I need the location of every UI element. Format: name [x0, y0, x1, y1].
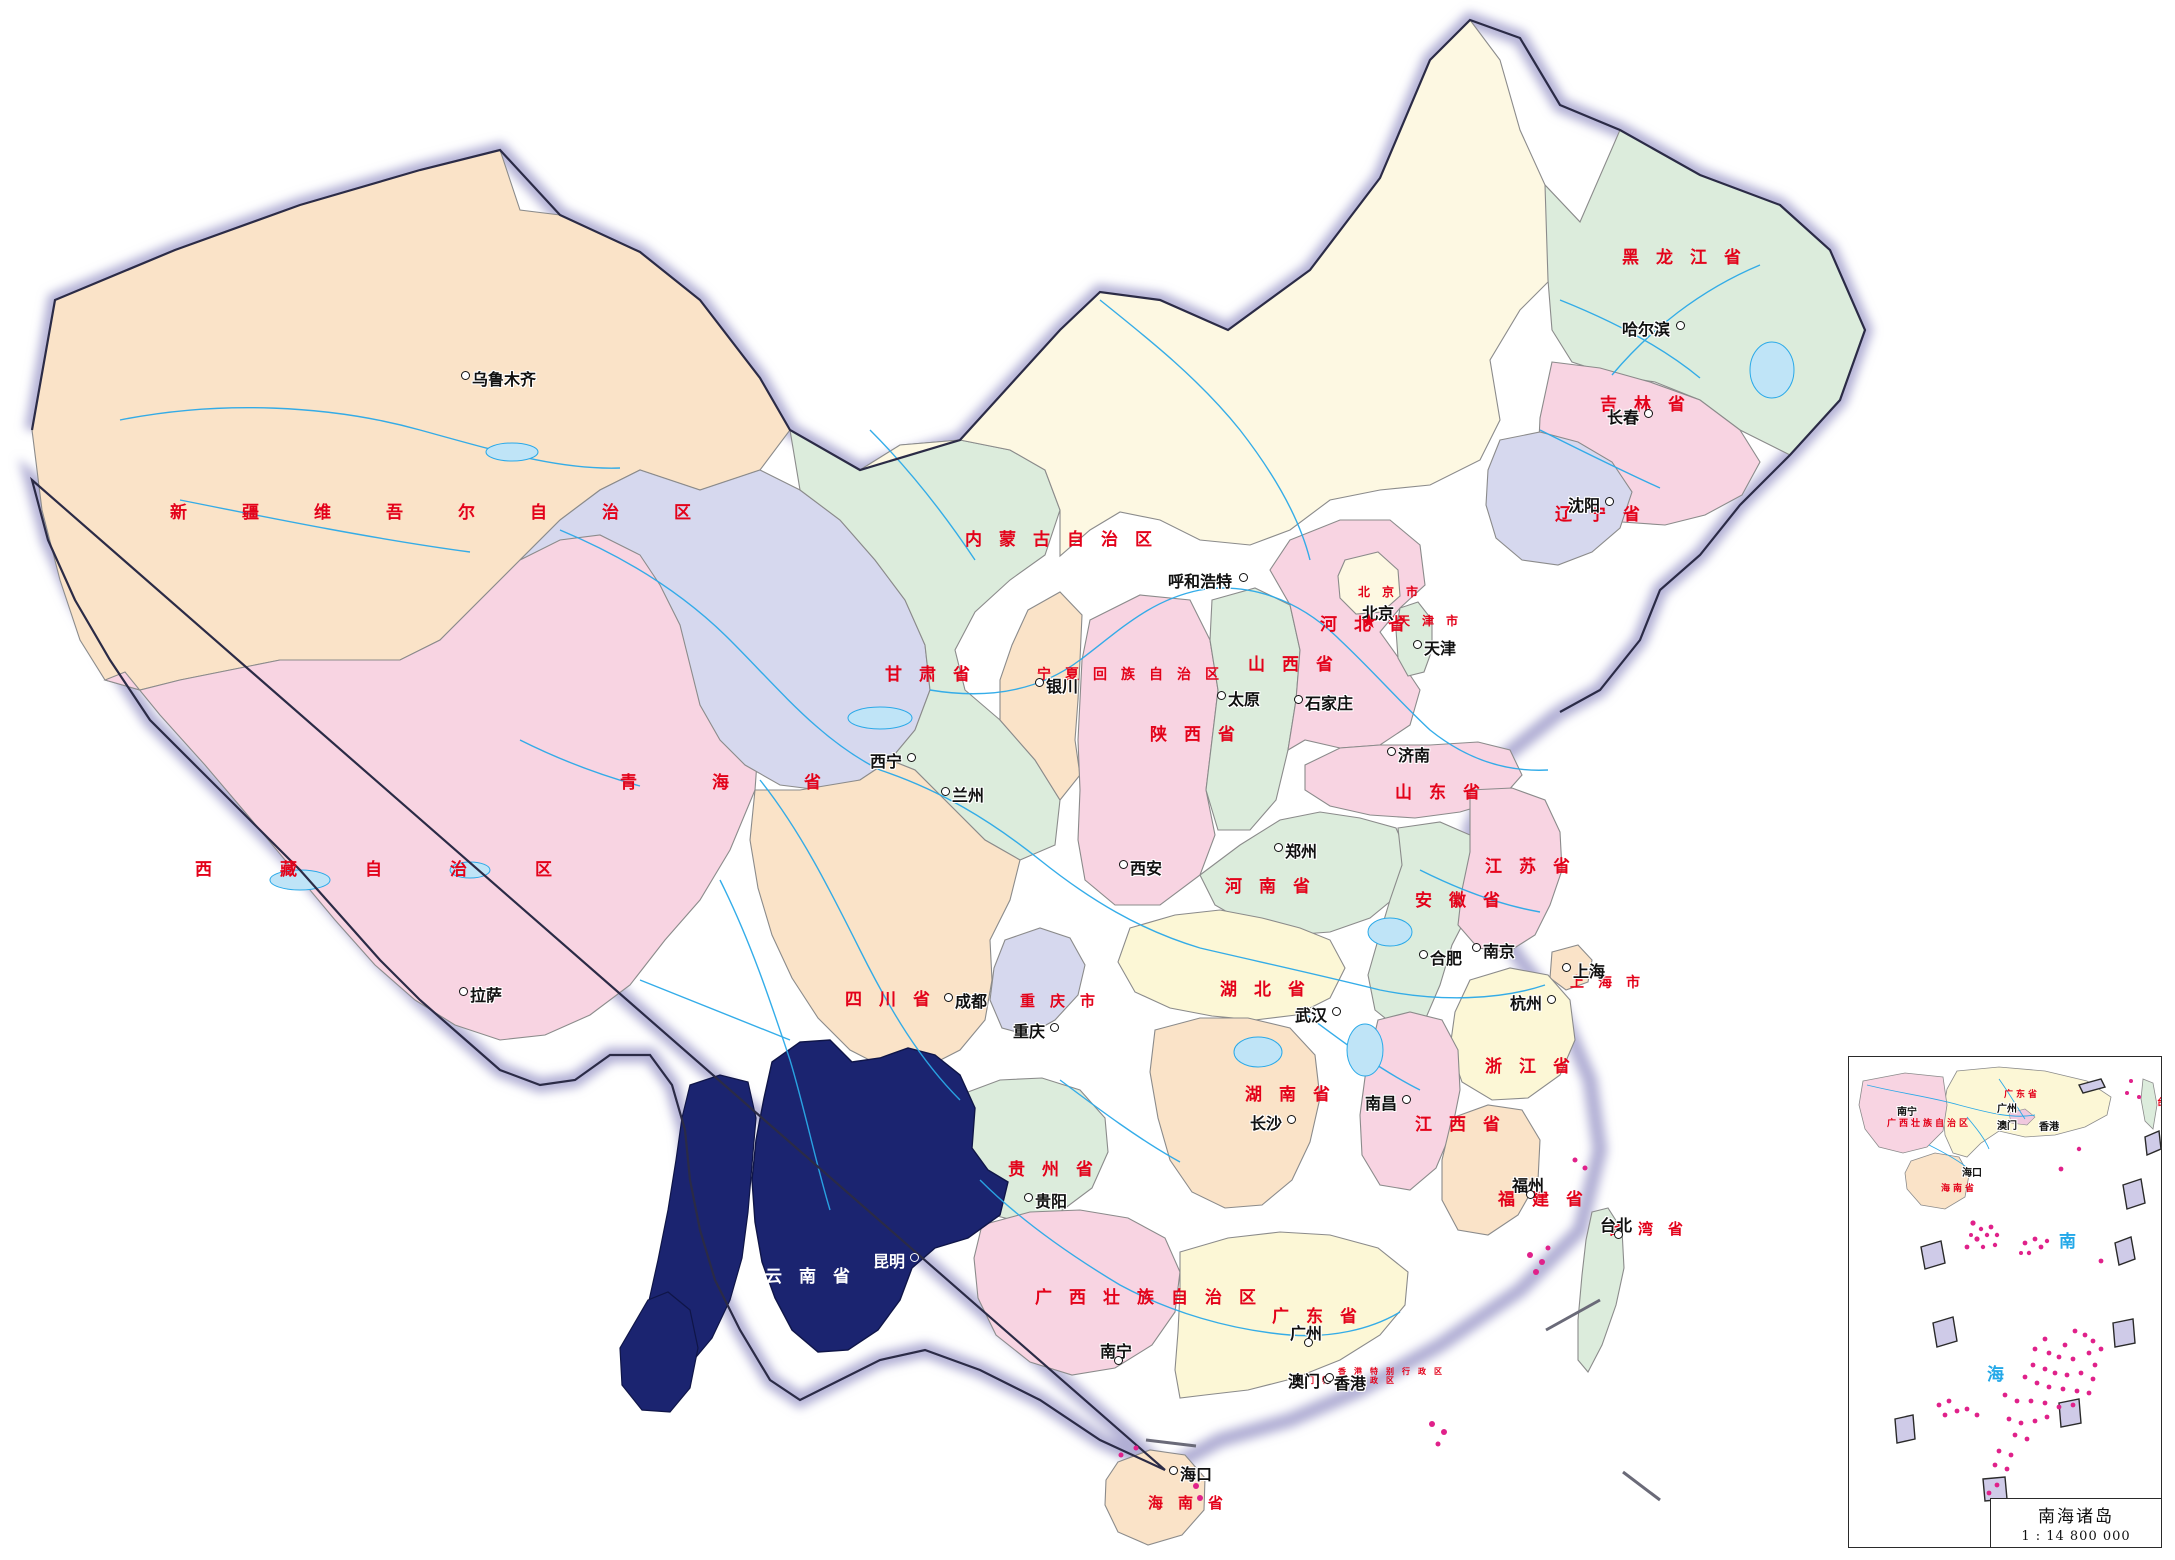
- inset-rivers: [1866, 1078, 2036, 1170]
- boundary-break-marks: [1145, 1298, 1661, 1502]
- province-guangdong: [1174, 1231, 1409, 1399]
- municipality-chongqing: [989, 927, 1086, 1036]
- nine-dash-line: [1894, 1078, 2161, 1502]
- province-sichuan: [749, 759, 1021, 1069]
- national-border: [30, 18, 1867, 1471]
- inset-scale-text: 1 : 14 800 000: [2021, 1529, 2131, 1544]
- province-shanxi: [1205, 587, 1301, 831]
- province-hunan: [1149, 1017, 1321, 1209]
- municipality-shanghai: [1549, 944, 1593, 991]
- province-fujian: [1441, 1104, 1541, 1236]
- province-liaoning: [1485, 431, 1633, 566]
- inset-taiwan: [2140, 1078, 2158, 1130]
- province-zhejiang: [1449, 967, 1576, 1101]
- rivers: [119, 264, 1761, 1337]
- south-china-sea-inset: 广东省广州南宁广西壮族自治区澳门香港海口海南省台湾省南海 南海诸岛 1 : 14…: [1848, 1056, 2162, 1548]
- lakes: [269, 341, 1795, 1077]
- province-hubei: [1117, 909, 1346, 1021]
- province-shaanxi: [1077, 594, 1219, 906]
- province-hainan: [1104, 1449, 1206, 1546]
- province-jiangsu: [1457, 787, 1563, 953]
- inset-guangxi: [1858, 1072, 1948, 1154]
- island-reefs: [1936, 1079, 2141, 1496]
- province-yunnan-west-arm: [619, 1291, 699, 1413]
- reef-dots-main: [1118, 1157, 1588, 1501]
- municipality-beijing: [1337, 551, 1401, 615]
- province-taiwan: [1577, 1207, 1625, 1373]
- inset-title-box: 南海诸岛 1 : 14 800 000: [1990, 1498, 2161, 1547]
- inset-hainan: [1904, 1152, 1970, 1210]
- municipality-tianjin: [1395, 601, 1433, 677]
- province-guangxi: [973, 1209, 1181, 1376]
- inset-hk-macau: [2008, 1108, 2036, 1126]
- province-fills: [31, 19, 1866, 1546]
- inset-map-svg: [1858, 1066, 2161, 1502]
- inset-title-text: 南海诸岛: [2038, 1507, 2114, 1527]
- province-yunnan-highlighted: [751, 1039, 1009, 1353]
